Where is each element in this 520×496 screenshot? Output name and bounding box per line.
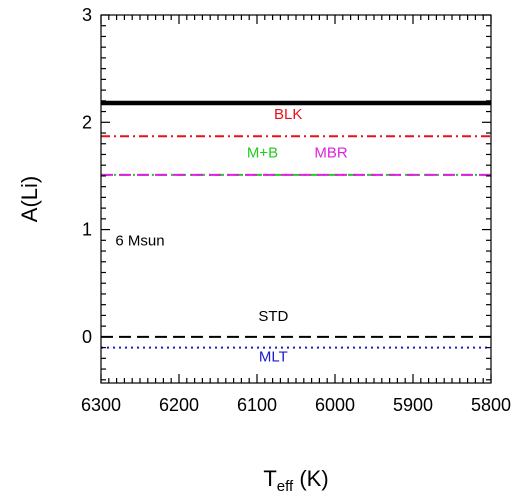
y-axis-label: A(Li) — [17, 176, 42, 222]
annotation-mlt: MLT — [259, 349, 288, 366]
plot-frame — [101, 15, 491, 383]
annotation-mbr: MBR — [314, 145, 348, 162]
y-tick-label: 3 — [82, 5, 92, 25]
x-tick-label: 6000 — [315, 395, 355, 415]
x-tick-label: 6200 — [159, 395, 199, 415]
x-tick-label: 5800 — [471, 395, 511, 415]
annotation-6-msun: 6 Msun — [115, 233, 164, 250]
x-axis-label-unit: (K) — [293, 466, 328, 491]
x-tick-label: 6100 — [237, 395, 277, 415]
x-tick-label: 5900 — [393, 395, 433, 415]
y-tick-label: 1 — [82, 220, 92, 240]
annotation-blk: BLK — [274, 106, 302, 123]
annotation-m-b: M+B — [247, 145, 278, 162]
y-tick-label: 0 — [82, 327, 92, 347]
x-axis-label-main: T — [263, 466, 276, 491]
y-tick-label: 2 — [82, 112, 92, 132]
x-axis-label: Teff (K) — [263, 466, 328, 495]
x-axis-label-subscript: eff — [277, 478, 294, 495]
annotation-std: STD — [258, 308, 288, 325]
x-tick-label: 6300 — [81, 395, 121, 415]
